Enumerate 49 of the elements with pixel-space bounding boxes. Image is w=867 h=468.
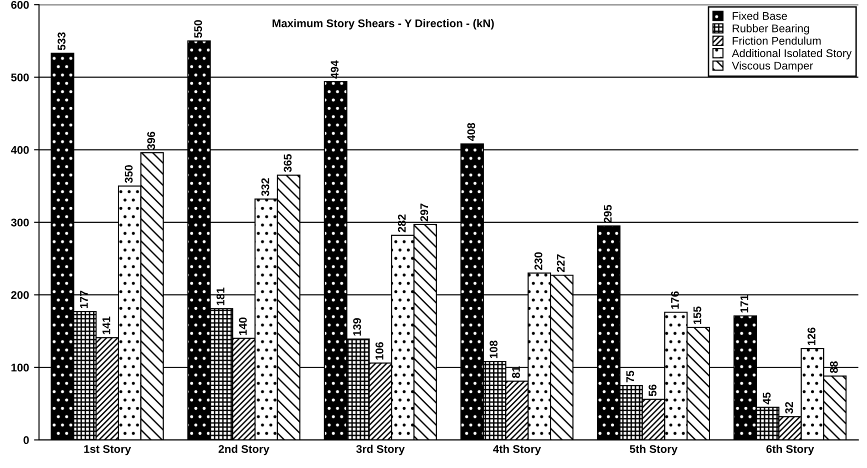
data-label: 494 xyxy=(330,60,339,79)
data-label: 332 xyxy=(261,178,270,196)
data-label: 32 xyxy=(785,402,794,414)
y-tick-label: 600 xyxy=(11,0,29,9)
data-label: 295 xyxy=(604,204,612,223)
data-label: 176 xyxy=(671,291,679,309)
legend-label: Friction Pendulum xyxy=(732,36,821,45)
data-label: 365 xyxy=(284,154,292,172)
x-tick-label: 2nd Story xyxy=(218,444,270,456)
data-label: 230 xyxy=(534,252,542,270)
legend-label: Fixed Base xyxy=(732,12,787,20)
data-label: 181 xyxy=(216,288,224,306)
data-label: 396 xyxy=(147,132,156,150)
y-tick-label: 400 xyxy=(10,146,29,154)
data-label: 350 xyxy=(124,165,133,183)
data-label: 75 xyxy=(626,370,634,382)
data-label: 56 xyxy=(648,384,656,396)
data-label: 297 xyxy=(420,204,428,222)
y-tick-label: 200 xyxy=(11,291,29,299)
data-label: 550 xyxy=(194,20,202,38)
data-label: 533 xyxy=(58,32,66,50)
data-label: 140 xyxy=(238,318,247,335)
y-tick-label: 0 xyxy=(24,436,29,444)
x-tick-label: 3rd Story xyxy=(356,444,405,456)
data-label: 108 xyxy=(490,340,498,358)
x-tick-label: 4th Story xyxy=(493,444,541,456)
data-label: 88 xyxy=(830,361,838,373)
data-label: 282 xyxy=(398,214,406,232)
legend-label: Rubber Bearing xyxy=(732,24,809,35)
data-label: 126 xyxy=(808,328,816,346)
data-label: 408 xyxy=(467,122,476,142)
data-label: 177 xyxy=(80,290,88,308)
data-label: 155 xyxy=(694,306,702,324)
data-label: 227 xyxy=(556,254,565,272)
y-tick-label: 100 xyxy=(11,364,29,372)
x-tick-label: 5th Story xyxy=(630,444,678,456)
legend-label: Additional Isolated Story xyxy=(732,48,852,60)
data-label: 81 xyxy=(512,366,520,378)
x-tick-label: 1st Story xyxy=(84,445,132,456)
data-label: 106 xyxy=(376,342,384,360)
data-label: 45 xyxy=(762,392,771,404)
data-label: 171 xyxy=(740,294,748,312)
legend-label: Viscous Damper xyxy=(732,61,813,72)
y-tick-label: 300 xyxy=(11,218,29,226)
data-label: 139 xyxy=(353,318,361,336)
data-label: 141 xyxy=(102,316,110,334)
x-tick-label: 6th Story xyxy=(766,444,814,456)
y-tick-label: 500 xyxy=(11,73,29,82)
text: Maximum Story Shears - Y Direction - (kN) xyxy=(272,19,494,30)
